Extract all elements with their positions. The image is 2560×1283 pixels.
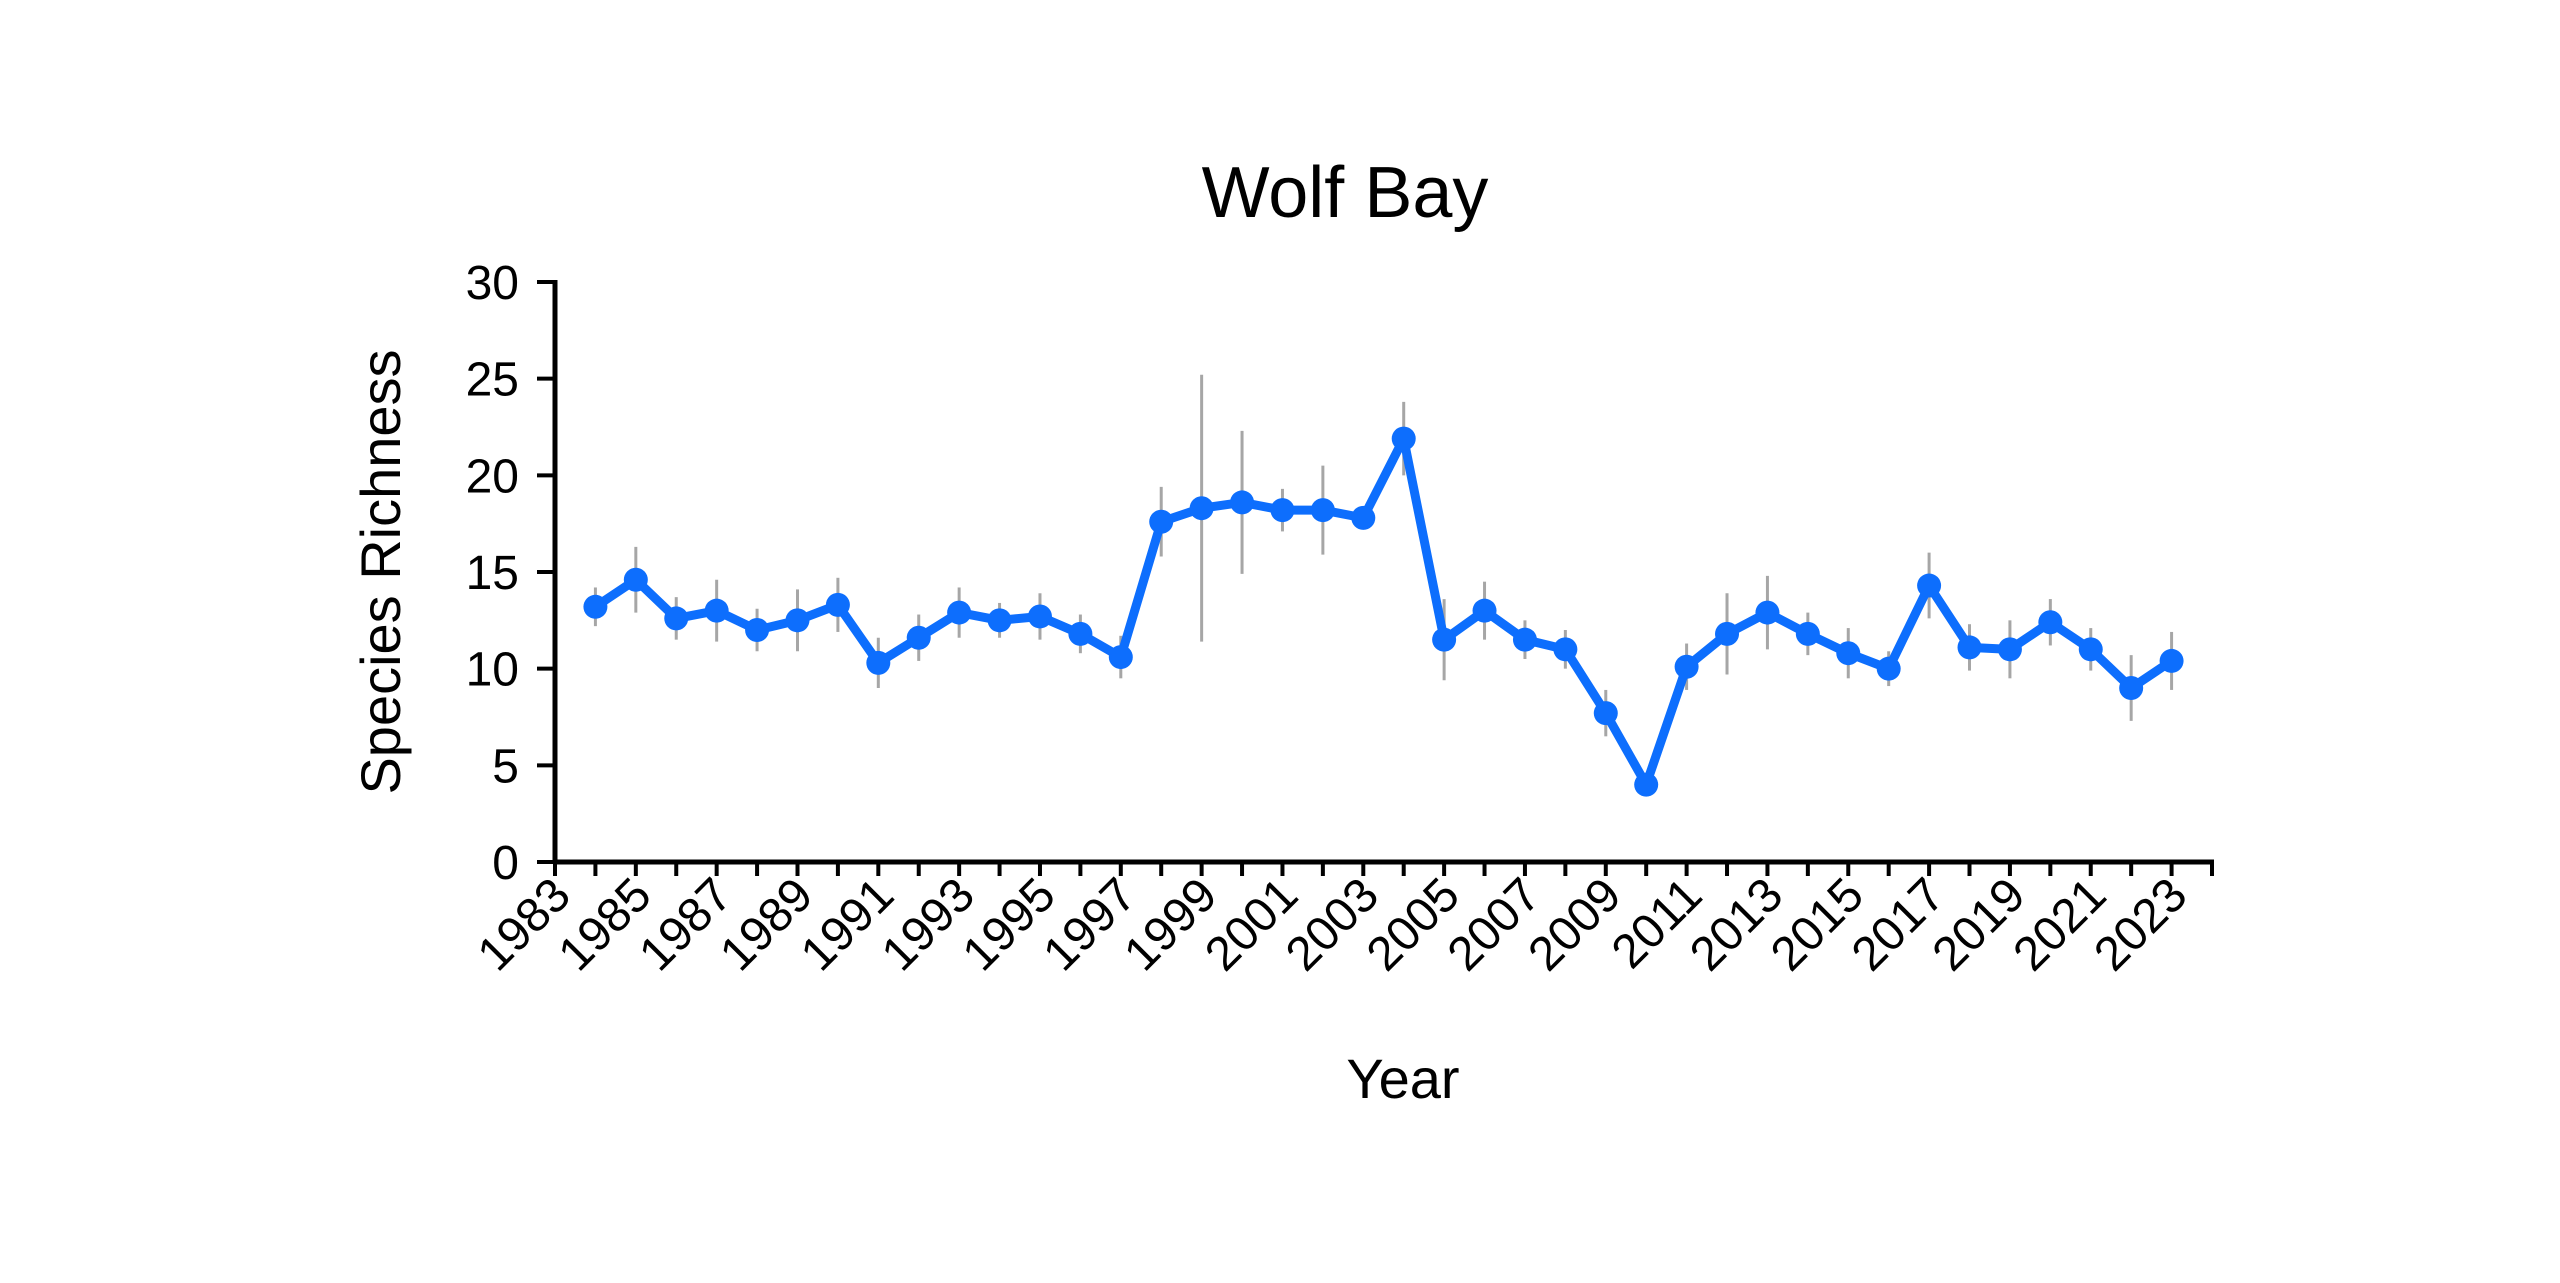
x-tick-label: 1991 <box>791 868 904 981</box>
x-tick-label: 1987 <box>629 868 742 981</box>
y-tick-label: 25 <box>466 354 519 407</box>
y-tick-labels: 0 5 10 15 20 25 30 <box>466 257 519 890</box>
x-tick-label: 2017 <box>1842 868 1955 981</box>
data-point <box>583 594 608 619</box>
y-tick-label: 15 <box>466 547 519 600</box>
data-point <box>1553 637 1578 662</box>
series-group <box>583 426 2184 797</box>
x-tick-labels: 1983198519871989199119931995199719992001… <box>468 868 2198 981</box>
data-point <box>1310 498 1335 523</box>
data-point <box>1351 505 1376 530</box>
data-point <box>2119 676 2144 700</box>
x-tick-label: 2011 <box>1602 868 1712 978</box>
data-point <box>825 592 850 617</box>
data-point <box>1795 621 1820 646</box>
data-point <box>2159 648 2184 673</box>
y-tick-label: 10 <box>466 644 519 697</box>
data-point <box>1472 598 1497 623</box>
x-tick-label: 2019 <box>1923 868 2036 981</box>
axes <box>537 280 2214 876</box>
x-tick-label: 1995 <box>953 868 1066 981</box>
data-point <box>1755 600 1780 625</box>
data-point <box>1432 627 1457 652</box>
data-point <box>1674 654 1699 679</box>
y-tick-label: 30 <box>466 257 519 310</box>
data-point <box>1068 621 1093 646</box>
data-point <box>1230 490 1255 515</box>
data-point <box>1270 498 1295 523</box>
x-tick-label: 2001 <box>1195 868 1308 981</box>
x-tick-label: 1999 <box>1114 868 1227 981</box>
y-tick-label: 0 <box>492 837 519 890</box>
x-tick-label: 1993 <box>872 868 985 981</box>
series-line <box>592 434 2175 790</box>
data-point <box>1634 772 1659 797</box>
data-point <box>2038 610 2063 635</box>
data-point <box>947 600 972 625</box>
x-tick-label: 1989 <box>710 868 823 981</box>
chart-title: Wolf Bay <box>1202 153 1489 233</box>
data-point <box>1593 701 1618 726</box>
data-point <box>1391 426 1416 451</box>
data-point <box>906 625 931 650</box>
data-point <box>1957 635 1982 660</box>
y-tick-label: 20 <box>466 450 519 503</box>
data-point <box>1917 573 1942 598</box>
x-tick-label: 2013 <box>1680 868 1793 981</box>
data-point <box>1027 604 1052 629</box>
data-point <box>745 618 770 642</box>
data-point <box>1715 621 1740 646</box>
data-point <box>623 567 648 592</box>
x-tick-label: 2015 <box>1761 868 1874 981</box>
data-point <box>2078 637 2103 662</box>
x-tick-label: 2007 <box>1438 868 1551 981</box>
data-point <box>1189 496 1214 521</box>
x-tick-label: 1983 <box>468 868 581 981</box>
data-point <box>987 608 1012 633</box>
data-point <box>866 650 891 675</box>
x-tick-label: 2021 <box>2004 868 2117 981</box>
x-tick-label: 2005 <box>1357 868 1470 981</box>
data-point <box>1149 509 1174 534</box>
x-tick-label: 2003 <box>1276 868 1389 981</box>
x-tick-label: 1985 <box>549 868 662 981</box>
x-axis-label: Year <box>1346 1047 1459 1110</box>
data-point <box>1876 656 1901 681</box>
y-tick-label: 5 <box>492 740 519 793</box>
data-point <box>1108 645 1133 670</box>
x-tick-label: 2009 <box>1519 868 1632 981</box>
data-point <box>664 606 689 631</box>
x-tick-label: 1997 <box>1034 868 1147 981</box>
data-point <box>1836 641 1861 666</box>
data-point <box>704 598 729 623</box>
data-point <box>1512 627 1537 652</box>
y-axis-label: Species Richness <box>349 349 412 794</box>
data-point <box>785 608 810 633</box>
x-tick-label: 2023 <box>2084 868 2197 981</box>
data-point <box>1997 637 2022 662</box>
